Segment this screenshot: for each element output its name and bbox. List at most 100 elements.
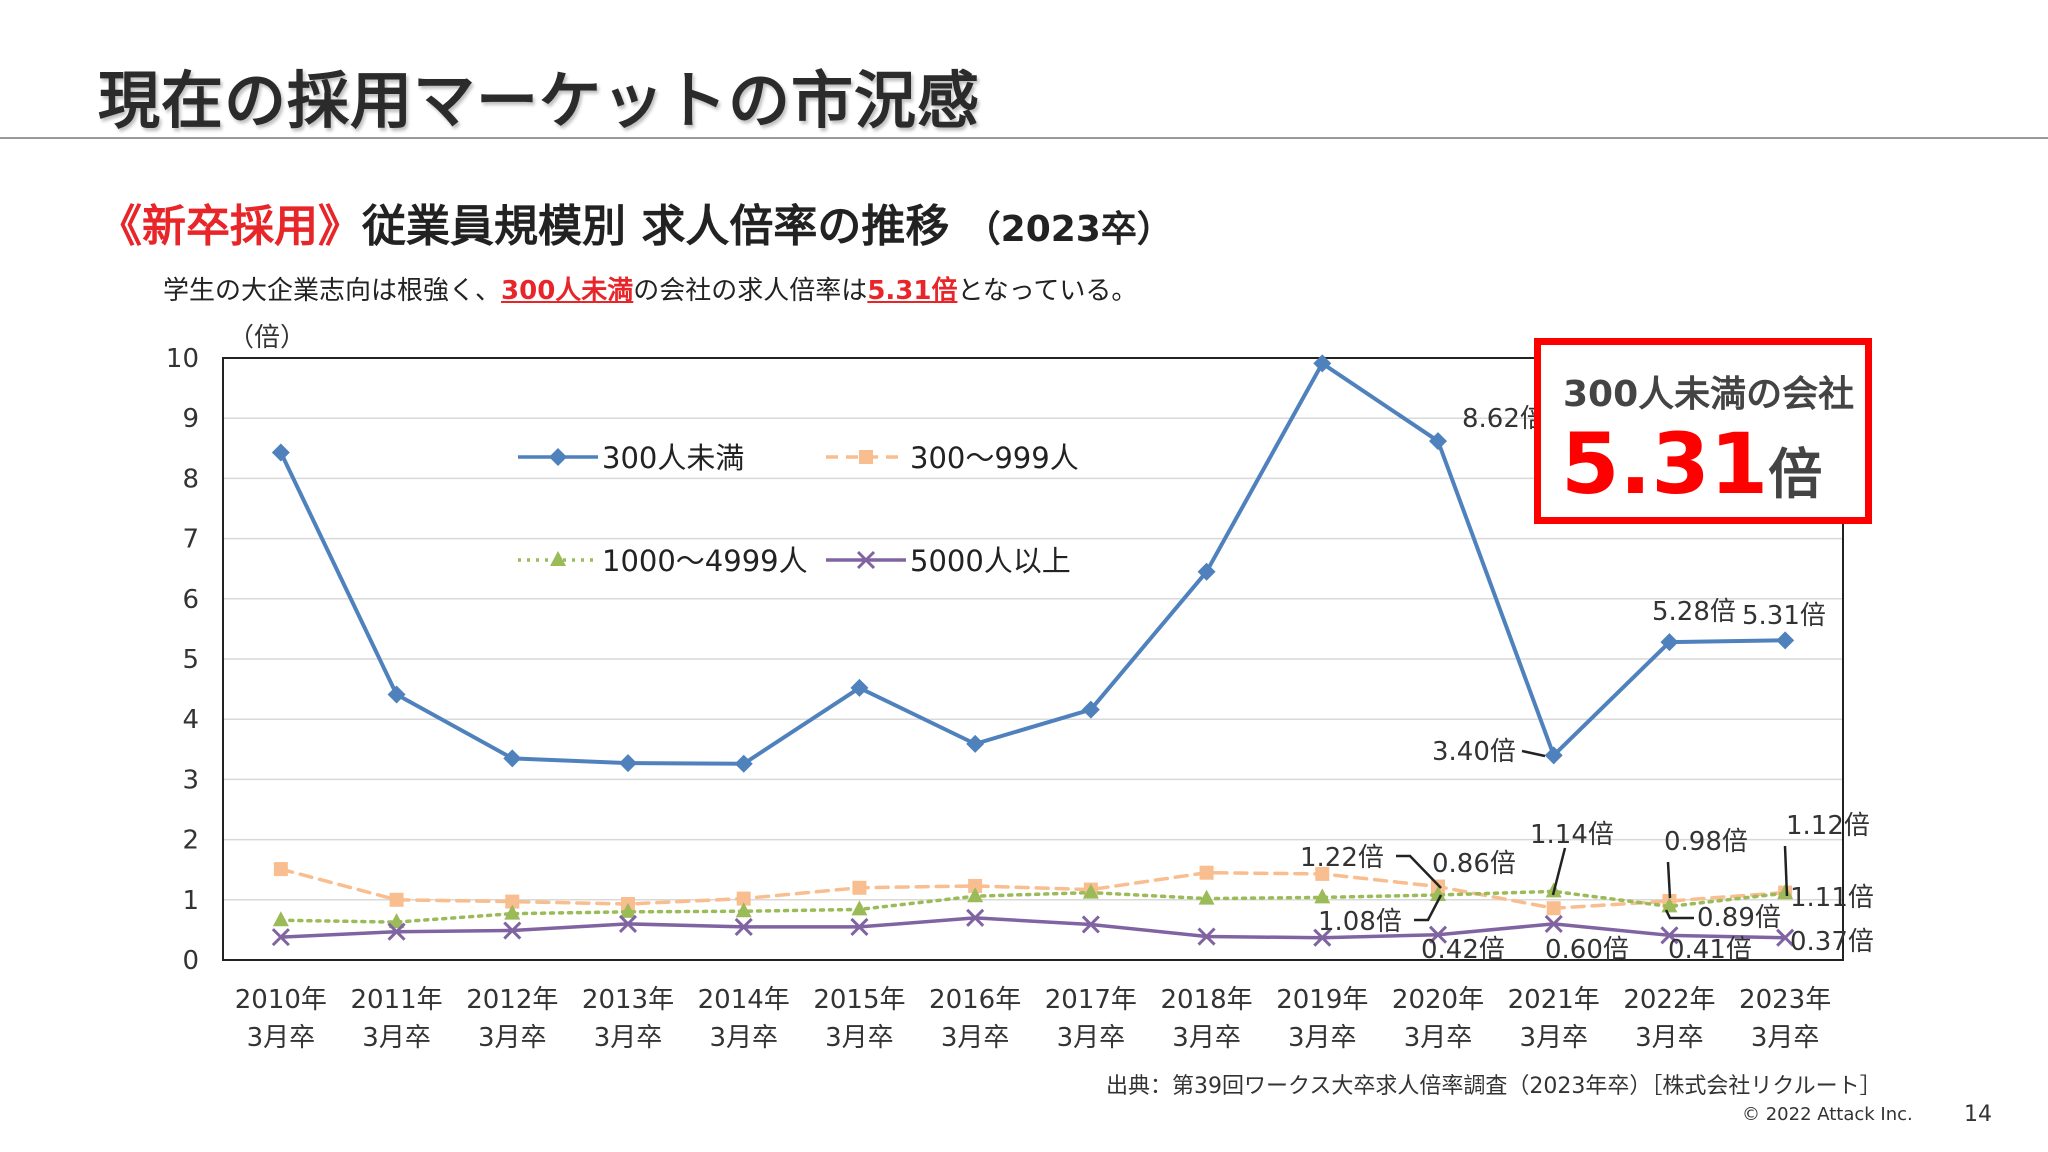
series-point	[1081, 700, 1100, 719]
lead-part-1: 学生の大企業志向は根強く、	[163, 276, 502, 306]
lead-text: 学生の大企業志向は根強く、300人未満の会社の求人倍率は5.31倍となっている。	[163, 270, 1137, 307]
x-tick-label: 3月卒	[594, 1023, 663, 1053]
series-point	[550, 551, 566, 566]
series-point	[387, 685, 406, 704]
x-tick-label: 2014年	[698, 985, 790, 1015]
series-point	[968, 878, 983, 893]
series-point	[1429, 432, 1447, 451]
x-tick-label: 3月卒	[1172, 1023, 1241, 1053]
series-point	[850, 917, 869, 936]
heading-main: 従業員規模別 求人倍率の推移	[362, 201, 950, 252]
x-tick-label: 3月卒	[825, 1023, 894, 1053]
data-annotation: 1.11倍	[1790, 883, 1874, 913]
x-tick-label: 3月卒	[247, 1023, 316, 1053]
data-annotation: 0.60倍	[1545, 935, 1629, 965]
page-number: 14	[1964, 1102, 1992, 1127]
x-tick-label: 3月卒	[1288, 1023, 1357, 1053]
series-point	[1660, 633, 1679, 652]
series-point	[619, 754, 637, 773]
data-annotation: 1.14倍	[1530, 820, 1614, 896]
lead-part-2: の会社の求人倍率は	[633, 276, 868, 306]
series-point	[1081, 915, 1100, 934]
series-point	[1197, 562, 1216, 581]
x-tick-label: 3月卒	[1404, 1023, 1473, 1053]
series-point	[1661, 897, 1678, 913]
y-tick-label: 2	[182, 826, 199, 856]
annotation-label: 0.41倍	[1668, 935, 1752, 965]
title-divider	[0, 137, 2048, 139]
series-point	[504, 904, 521, 920]
series-point	[1314, 888, 1331, 904]
series-point	[549, 448, 567, 466]
series-point	[736, 891, 751, 906]
series-point	[734, 754, 753, 773]
legend-label: 300～999人	[910, 441, 1079, 475]
annotation-label: 0.98倍	[1664, 827, 1748, 857]
series-point	[620, 902, 636, 918]
series-point	[1313, 354, 1332, 373]
callout-unit: 倍	[1768, 443, 1823, 506]
annotation-leader	[1551, 847, 1567, 896]
x-tick-label: 3月卒	[941, 1023, 1010, 1053]
annotation-leader	[1396, 854, 1442, 889]
x-tick-label: 2020年	[1392, 985, 1484, 1015]
x-tick-label: 2012年	[466, 985, 558, 1015]
heading-year: （2023卒）	[964, 209, 1173, 250]
y-tick-label: 4	[182, 705, 199, 735]
series-point	[1428, 925, 1448, 944]
slide-title: 現在の採用マーケットの市況感	[98, 64, 981, 137]
x-tick-label: 3月卒	[1635, 1023, 1704, 1053]
series-point	[1313, 928, 1332, 947]
x-tick-label: 2016年	[929, 985, 1021, 1015]
series-line	[279, 867, 1787, 910]
data-annotation: 3.40倍	[1432, 737, 1546, 767]
series-line	[278, 361, 1788, 766]
legend-item: 300人未満	[518, 441, 744, 475]
annotation-leader	[1783, 845, 1789, 897]
annotation-leader	[1666, 861, 1672, 899]
legend-label: 300人未満	[602, 441, 744, 475]
series-point	[734, 917, 753, 936]
annotation-label: 0.42倍	[1421, 935, 1505, 965]
data-annotation: 0.86倍	[1432, 849, 1516, 879]
annotation-label: 0.89倍	[1697, 903, 1781, 933]
lead-emphasis-company-size: 300人未満	[501, 276, 634, 306]
y-tick-label: 10	[166, 344, 199, 374]
data-annotation: 5.31倍	[1742, 601, 1826, 631]
series-point	[272, 911, 289, 927]
data-annotation: 0.98倍	[1664, 827, 1748, 899]
annotation-label: 1.12倍	[1786, 811, 1870, 841]
y-tick-label: 3	[182, 765, 199, 795]
legend-item: 300～999人	[826, 441, 1079, 475]
series-point	[1198, 889, 1215, 905]
y-tick-label: 1	[182, 886, 199, 916]
series-point	[1082, 883, 1099, 899]
annotation-label: 8.62倍	[1462, 404, 1546, 434]
legend-item: 5000人以上	[826, 544, 1071, 578]
series-point	[1546, 901, 1561, 916]
chart-axes: 0 1 2 3 4 5 6 7 8 9 10 （倍） 2010年 3月卒 2011年 3月卒 2012年 3月卒 2…	[166, 323, 1844, 1053]
series-point	[852, 880, 867, 895]
annotation-label: 0.37倍	[1790, 927, 1874, 957]
series-point	[387, 922, 406, 941]
annotation-label: 0.86倍	[1432, 849, 1516, 879]
x-tick-label: 3月卒	[1057, 1023, 1126, 1053]
y-tick-label: 8	[182, 464, 199, 494]
callout-value: 5.31倍	[1561, 415, 1822, 513]
data-annotation: 1.08倍	[1318, 894, 1443, 937]
series-point	[850, 678, 869, 697]
series-point	[1544, 914, 1563, 933]
y-unit-label: （倍）	[228, 323, 306, 353]
x-tick-label: 3月卒	[1519, 1023, 1588, 1053]
x-tick-label: 3月卒	[362, 1023, 431, 1053]
y-tick-label: 0	[182, 946, 199, 976]
series-point	[389, 892, 404, 907]
annotation-label: 1.22倍	[1300, 843, 1384, 873]
annotation-leader	[1664, 909, 1694, 920]
chart-heading: 《新卒採用》従業員規模別 求人倍率の推移 （2023卒）	[98, 190, 1173, 254]
series-point	[1776, 928, 1795, 947]
lead-emphasis-ratio: 5.31倍	[867, 276, 958, 306]
series-point	[1777, 884, 1794, 900]
